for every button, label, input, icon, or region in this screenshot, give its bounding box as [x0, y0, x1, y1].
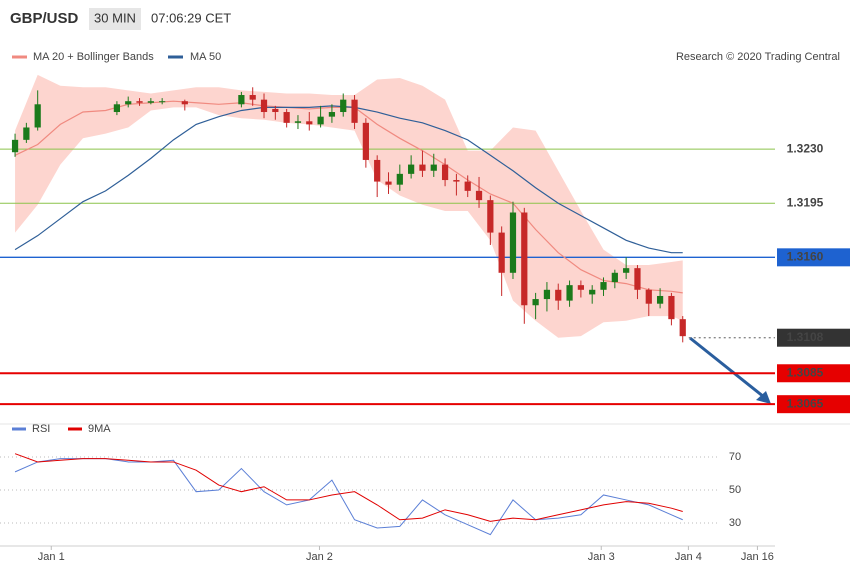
candle-body — [600, 282, 607, 290]
candle-body — [351, 99, 358, 123]
level-label: 1.3230 — [787, 141, 824, 155]
candle-body — [11, 139, 19, 153]
candle-body — [532, 299, 539, 306]
level-label-box — [777, 395, 850, 414]
interval: 30 MIN — [94, 10, 136, 25]
x-tick-label: Jan 1 — [38, 551, 65, 563]
candle-body — [328, 112, 336, 117]
level-label: 1.3065 — [787, 396, 824, 410]
candle-body — [498, 232, 505, 273]
y-tick-label: 50 — [729, 484, 741, 496]
level-label-box — [777, 328, 850, 347]
bollinger-band — [15, 74, 683, 338]
candle-body — [668, 295, 675, 320]
candle-body — [113, 104, 121, 113]
candle-body — [272, 108, 279, 113]
candle-body — [125, 101, 132, 105]
candle-body — [623, 268, 630, 273]
candle-body — [317, 116, 324, 125]
candle-body — [679, 319, 686, 337]
candle-body — [294, 121, 302, 123]
candle-body — [487, 200, 494, 233]
level-label: 1.3160 — [787, 250, 824, 264]
candle-body — [396, 173, 403, 185]
candle-body — [453, 180, 460, 182]
candle-body — [340, 99, 347, 113]
rsi-line — [14, 458, 683, 536]
level-label-box — [777, 364, 850, 383]
candle-body — [34, 104, 41, 128]
candle-body — [283, 112, 290, 123]
forecast-arrow — [689, 336, 765, 399]
y-tick-label: 70 — [729, 451, 741, 463]
annotation: Research © 2020 Trading Central — [676, 51, 840, 63]
candle-body — [408, 164, 415, 174]
level-label: 1.3195 — [787, 195, 824, 209]
legend-label: MA 20 + Bollinger Bands — [33, 51, 154, 63]
candle-body — [159, 101, 166, 103]
clock: 07:06:29 CET — [151, 10, 231, 25]
candle-body — [509, 212, 517, 273]
y-tick-label: 30 — [729, 517, 741, 529]
candle-body — [555, 289, 562, 301]
candle-body — [362, 122, 369, 160]
candle-body — [249, 95, 256, 100]
candle-body — [306, 121, 313, 125]
candle-body — [441, 164, 449, 181]
candle-body — [566, 285, 573, 301]
candle-body — [181, 101, 188, 105]
candle-body — [634, 268, 641, 290]
symbol: GBP/USD — [10, 10, 79, 27]
rsi-line — [14, 453, 683, 522]
candle-body — [645, 289, 652, 304]
candle-body — [589, 289, 596, 295]
level-label: 1.3108 — [787, 330, 824, 344]
x-tick-label: Jan 2 — [306, 551, 333, 563]
legend-label: RSI — [32, 423, 50, 435]
candle-body — [543, 289, 551, 300]
candle-body — [419, 164, 426, 171]
candle-body — [238, 95, 245, 105]
x-tick-label: Jan 4 — [675, 551, 702, 563]
candle-body — [23, 127, 30, 140]
candle-body — [430, 164, 437, 171]
legend-label: 9MA — [88, 423, 111, 435]
candle-body — [147, 101, 154, 103]
interval-box — [89, 8, 141, 30]
candle-body — [475, 190, 483, 201]
candle-body — [464, 181, 471, 191]
candle-body — [521, 212, 528, 306]
candle-body — [611, 272, 618, 283]
candle-body — [577, 285, 584, 290]
candle-body — [656, 295, 664, 304]
candle-body — [385, 181, 392, 185]
x-tick-label: Jan 16 — [741, 551, 774, 563]
forecast-arrowhead — [756, 391, 771, 404]
candle-body — [260, 99, 268, 113]
candle-body — [374, 159, 381, 182]
x-tick-label: Jan 3 — [588, 551, 615, 563]
level-label-box — [777, 248, 850, 267]
level-label: 1.3085 — [787, 365, 824, 379]
legend-label: MA 50 — [190, 51, 221, 63]
candle-body — [136, 101, 143, 103]
